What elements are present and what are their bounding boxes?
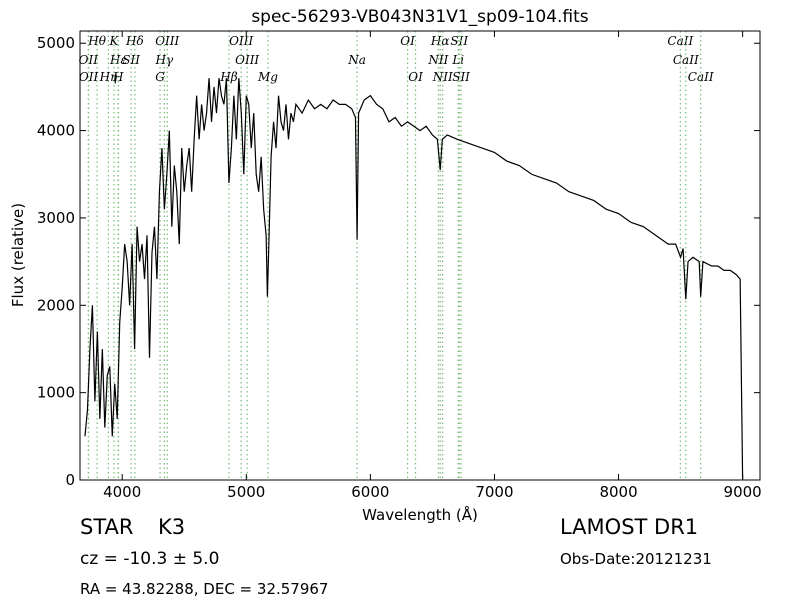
- spectral-line-label: Na: [347, 53, 366, 67]
- spectral-line-label: OIII: [229, 34, 253, 48]
- spectral-line-label: Hθ: [87, 34, 106, 48]
- spectral-line-label: OI: [400, 34, 415, 48]
- y-tick-label: 0: [65, 471, 75, 489]
- spectral-line-label: NII: [432, 70, 453, 84]
- coordinates: RA = 43.82288, DEC = 32.57967: [80, 580, 328, 598]
- x-tick-label: 8000: [599, 483, 637, 501]
- x-tick-label: 4000: [103, 483, 141, 501]
- spectral-line-label: OI: [408, 70, 423, 84]
- spectral-line-label: CaII: [688, 70, 714, 84]
- spectrum-line: [84, 78, 744, 481]
- object-class: STAR: [80, 515, 133, 539]
- spectral-line-label: OII: [79, 53, 99, 67]
- spectral-line-label: Hγ: [155, 53, 174, 67]
- spectral-line-label: Hη: [99, 70, 118, 84]
- spectral-line-label: OIII: [155, 34, 179, 48]
- spectral-line-label: Hε: [109, 53, 127, 67]
- spectral-line-label: OII: [79, 70, 99, 84]
- spectral-line-label: CaII: [673, 53, 699, 67]
- spectral-line-label: SII: [122, 53, 140, 67]
- spectral-line-label: Hα: [430, 34, 450, 48]
- spectral-line-label: SII: [452, 70, 470, 84]
- redshift: cz = -10.3 ± 5.0: [80, 549, 219, 569]
- spectral-line-label: Mg: [257, 70, 278, 84]
- spectral-line-label: SII: [450, 34, 468, 48]
- spectral-line-label: NII: [427, 53, 448, 67]
- survey: LAMOST DR1: [560, 515, 698, 539]
- y-axis-label: Flux (relative): [9, 203, 27, 307]
- x-axis-label: Wavelength (Å): [362, 505, 478, 524]
- spectral-line-label: H: [112, 70, 124, 84]
- x-tick-label: 7000: [475, 483, 513, 501]
- plot-frame: [79, 30, 761, 481]
- chart-title: spec-56293-VB043N31V1_sp09-104.fits: [251, 7, 588, 27]
- y-tick-label: 2000: [37, 296, 75, 314]
- spectral-line-label: Li: [451, 53, 464, 67]
- spectral-line-label: K: [109, 34, 120, 48]
- spectral-line-label: Hδ: [125, 34, 144, 48]
- spectral-line-label: Hβ: [219, 70, 237, 84]
- y-tick-label: 3000: [37, 209, 75, 227]
- x-tick-label: 6000: [351, 483, 389, 501]
- y-tick-label: 1000: [37, 384, 75, 402]
- spectral-line-label: G: [155, 70, 165, 84]
- obs-date: Obs-Date:20121231: [560, 550, 712, 568]
- x-tick-label: 5000: [227, 483, 265, 501]
- y-tick-label: 4000: [37, 122, 75, 140]
- x-tick-label: 9000: [724, 483, 762, 501]
- object-subclass: K3: [158, 515, 185, 539]
- spectral-line-label: CaII: [667, 34, 693, 48]
- spectral-line-label: OIII: [235, 53, 259, 67]
- y-tick-label: 5000: [37, 34, 75, 52]
